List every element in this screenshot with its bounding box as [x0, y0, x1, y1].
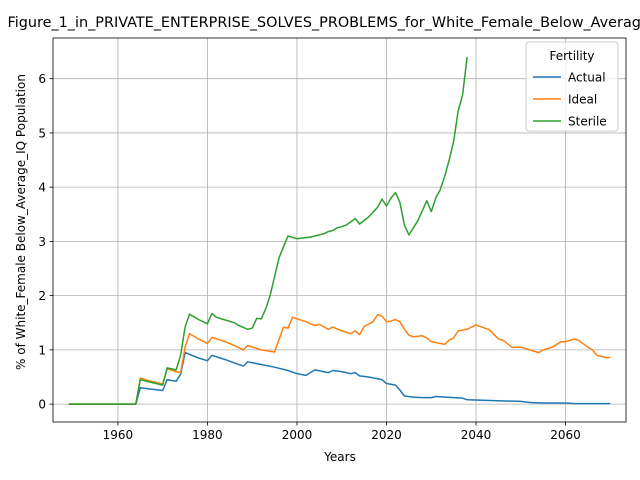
y-tick-label: 5 — [38, 126, 46, 140]
axis-ticks: 1960 1980 2000 2020 2040 2060 0 1 2 3 4 5 6 — [38, 72, 580, 442]
x-tick-label: 1960 — [103, 428, 134, 442]
y-tick-label: 3 — [38, 235, 46, 249]
legend: Fertility Actual Ideal Sterile — [525, 41, 619, 132]
series-line-sterile — [68, 56, 468, 405]
y-axis-label: % of White_Female Below_Average_IQ Popul… — [14, 74, 28, 370]
x-tick-label: 2020 — [371, 428, 402, 442]
legend-label-sterile: Sterile — [568, 115, 607, 129]
legend-title: Fertility — [549, 49, 594, 63]
plot-frame — [52, 37, 627, 423]
y-tick-label: 2 — [38, 289, 46, 303]
legend-box — [525, 41, 619, 132]
y-tick-label: 1 — [38, 343, 46, 357]
series-lines — [68, 56, 611, 405]
x-tick-label: 2060 — [550, 428, 581, 442]
series-line-ideal — [68, 313, 611, 405]
y-tick-label: 6 — [38, 72, 46, 86]
x-tick-label: 2000 — [282, 428, 313, 442]
x-axis-label: Years — [323, 450, 356, 464]
legend-label-ideal: Ideal — [568, 93, 597, 107]
y-tick-label: 4 — [38, 181, 46, 195]
chart-title: Figure_1_in_PRIVATE_ENTERPRISE_SOLVES_PR… — [7, 15, 640, 31]
x-tick-label: 1980 — [192, 428, 223, 442]
y-tick-label: 0 — [38, 398, 46, 412]
legend-label-actual: Actual — [568, 71, 606, 85]
x-tick-label: 2040 — [461, 428, 492, 442]
series-line-actual — [68, 351, 611, 405]
